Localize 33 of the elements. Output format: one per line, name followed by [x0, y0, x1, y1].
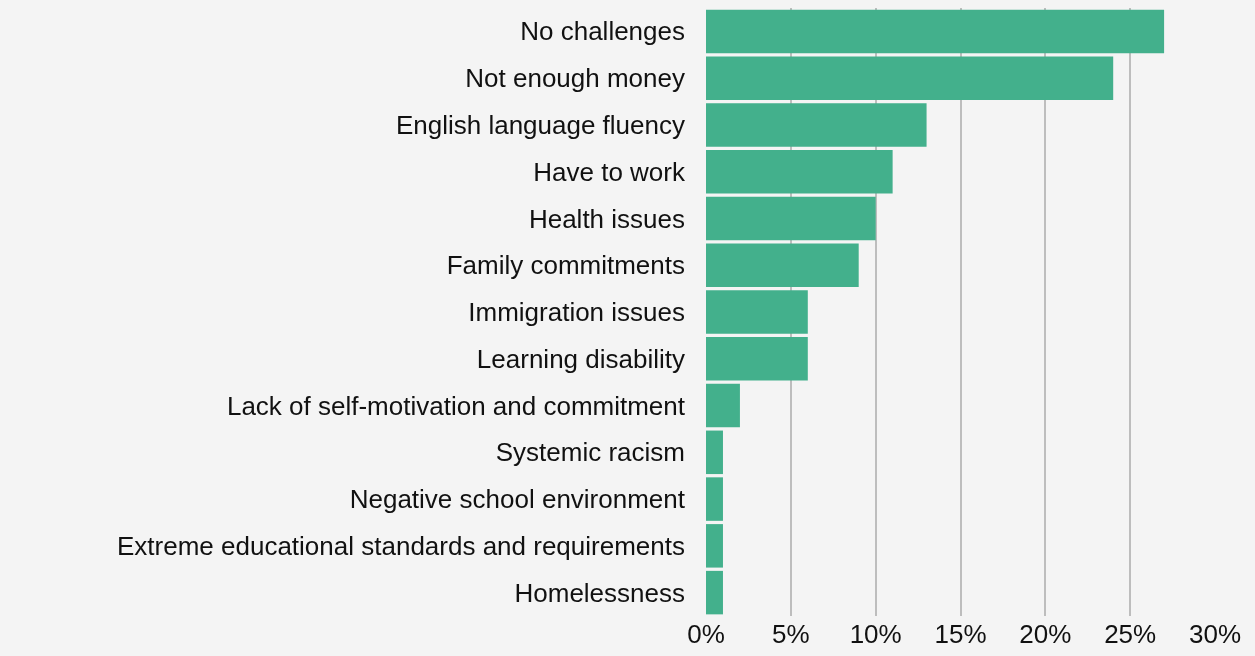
bar — [706, 196, 876, 241]
bar — [706, 524, 723, 568]
y-tick-label: Homelessness — [514, 577, 685, 608]
y-tick-label: Immigration issues — [468, 297, 685, 328]
y-tick-label: No challenges — [520, 16, 685, 47]
y-tick-label: Negative school environment — [349, 484, 686, 515]
x-tick-label: 10% — [849, 619, 902, 649]
y-tick-label: English language fluency — [395, 110, 685, 141]
bar — [706, 290, 808, 334]
bar — [706, 103, 927, 147]
bar — [706, 56, 1114, 100]
y-tick-label: Have to work — [533, 156, 686, 187]
y-tick-label: Extreme educational standards and requirements — [117, 530, 685, 561]
y-tick-label: Family commitments — [446, 250, 685, 281]
bar — [706, 337, 808, 381]
x-tick-label: 30% — [1188, 619, 1242, 649]
y-tick-label: Lack of self-motivation and commitment — [226, 390, 686, 421]
y-tick-label: Health issues — [528, 203, 685, 234]
y-tick-label: Systemic racism — [495, 437, 685, 468]
bar — [706, 9, 1165, 54]
bar — [706, 243, 859, 287]
bar — [706, 570, 723, 615]
x-tick-label: 15% — [934, 619, 987, 649]
bar — [706, 149, 893, 194]
x-tick-label: 25% — [1104, 619, 1157, 649]
y-tick-label: Learning disability — [476, 343, 685, 374]
x-tick-label: 5% — [772, 619, 810, 649]
x-tick-label: 0% — [687, 619, 725, 649]
y-tick-label: Not enough money — [465, 63, 685, 94]
bar — [706, 477, 723, 521]
x-tick-label: 20% — [1019, 619, 1072, 649]
bar — [706, 430, 723, 475]
bar — [706, 383, 740, 428]
